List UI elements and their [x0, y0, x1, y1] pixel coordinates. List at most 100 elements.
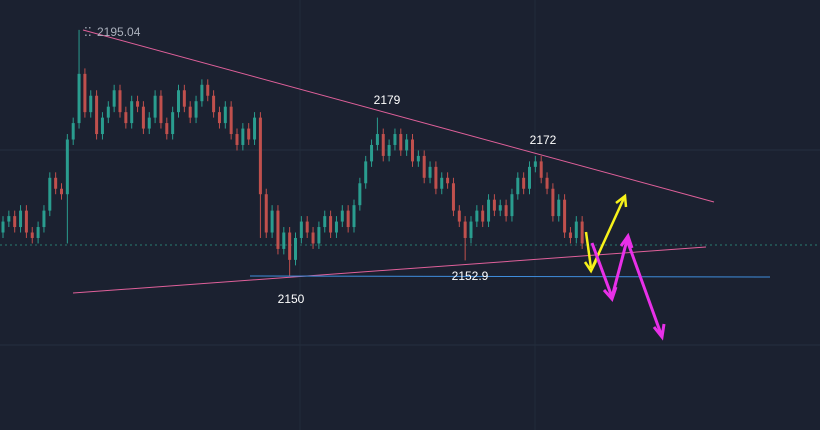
candle-body: [440, 177, 444, 189]
candle-body: [475, 210, 479, 222]
candle-body: [510, 194, 514, 217]
candle-body: [533, 161, 537, 167]
candle-body: [65, 139, 69, 195]
candle-body: [311, 232, 315, 244]
candle-body: [299, 221, 303, 238]
candle-body: [24, 210, 28, 233]
candle-body: [165, 123, 169, 135]
candle-body: [294, 237, 297, 260]
candle-body: [574, 221, 578, 238]
candle-body: [276, 210, 280, 249]
candle-body: [106, 106, 110, 118]
candle-body: [563, 199, 567, 233]
candle-body: [171, 112, 175, 135]
candle-body: [323, 216, 327, 228]
candle-body: [48, 177, 52, 211]
candle-body: [504, 205, 508, 217]
high-label-marker: ⁚⁚: [84, 25, 92, 39]
candle-body: [223, 106, 227, 124]
candle-body: [83, 73, 87, 113]
candle-body: [229, 106, 233, 135]
candle-body: [370, 144, 374, 162]
candle-body: [317, 227, 321, 244]
candle-body: [200, 84, 204, 102]
candle-body: [177, 90, 180, 113]
candle-body: [130, 101, 134, 124]
candle-body: [13, 216, 17, 228]
candle-body: [481, 210, 485, 222]
candle-body: [358, 183, 362, 206]
trend-line-upper: [82, 29, 715, 203]
candle-body: [580, 221, 584, 244]
candle-body: [416, 155, 420, 162]
candle-body: [375, 134, 379, 145]
candle-body: [340, 210, 344, 222]
candle-body: [539, 161, 543, 178]
candle-body: [42, 210, 46, 228]
annotation: 2152.9: [452, 269, 489, 283]
candle-body: [282, 232, 286, 249]
candle-body: [235, 134, 239, 145]
yellow-arrows: [583, 193, 628, 274]
arrow-head: [615, 193, 628, 208]
candle-body: [487, 199, 491, 222]
candle-body: [188, 106, 192, 118]
candle-body: [241, 128, 245, 145]
arrow: [590, 234, 663, 335]
candle-body: [136, 101, 140, 107]
candle-body: [212, 95, 216, 113]
candle-body: [516, 177, 520, 195]
candle-body: [411, 139, 414, 162]
candle-body: [457, 210, 461, 222]
annotation: 2179: [374, 93, 401, 107]
candle-body: [428, 166, 432, 178]
candle-body: [270, 210, 274, 233]
support-line: [249, 275, 771, 278]
candle-body: [463, 221, 467, 238]
candle-body: [288, 232, 292, 260]
candle-body: [352, 205, 356, 228]
candle-body: [528, 166, 531, 189]
candle-body: [469, 221, 473, 238]
candle-body: [446, 177, 450, 184]
candle-body: [334, 221, 338, 233]
candle-body: [258, 117, 262, 195]
candle-body: [346, 210, 350, 228]
candle-body: [112, 90, 116, 107]
candle-body: [141, 106, 145, 129]
trend-line-lower: [72, 246, 707, 294]
candle-body: [253, 117, 257, 140]
magenta-arrows: [590, 232, 666, 341]
candle-body: [159, 95, 163, 124]
candle-body: [545, 177, 549, 189]
arrow: [591, 197, 626, 267]
candle-body: [492, 199, 496, 211]
candle-body: [206, 84, 210, 96]
candle-body: [399, 134, 403, 151]
candle-body: [36, 227, 40, 238]
candle-body: [7, 216, 11, 222]
candle-body: [71, 123, 75, 140]
candle-body: [247, 128, 251, 140]
candle-body: [182, 90, 186, 107]
candle-body: [153, 95, 157, 118]
candle-body: [422, 155, 426, 178]
candle-body: [95, 95, 99, 135]
candle-body: [264, 194, 268, 233]
candle-body: [217, 112, 221, 124]
candle-body: [381, 134, 385, 156]
candle-body: [393, 134, 397, 145]
candle-body: [30, 232, 34, 238]
candle-body: [1, 221, 5, 233]
candle-body: [77, 73, 81, 124]
annotation: 2150: [278, 292, 305, 306]
candle-body: [118, 90, 122, 113]
candle-body: [557, 199, 561, 217]
candle-body: [364, 161, 368, 184]
candle-body: [451, 183, 455, 211]
candle-body: [124, 112, 128, 124]
candle-body: [305, 221, 309, 233]
